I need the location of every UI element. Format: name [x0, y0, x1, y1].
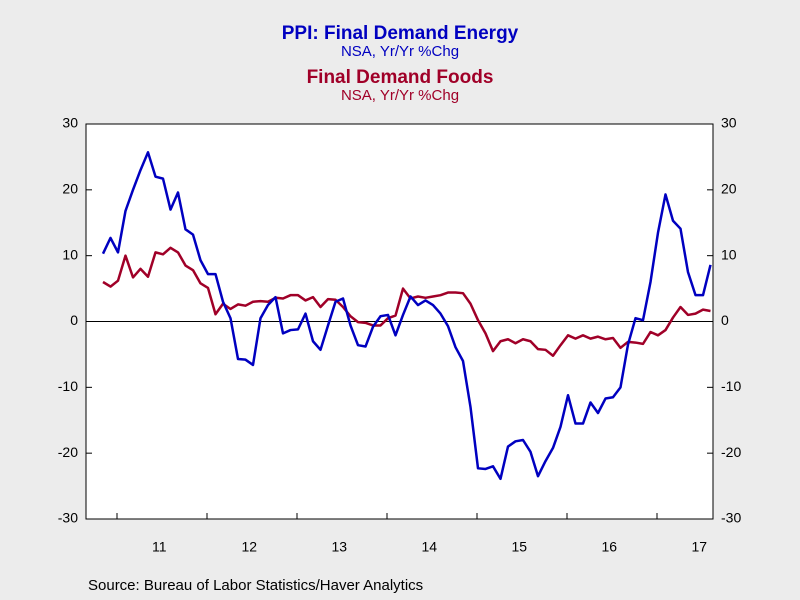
y-tick-label: 20 — [62, 181, 78, 197]
x-tick-label: 11 — [152, 539, 167, 555]
series-title: PPI: Final Demand Energy — [282, 23, 519, 44]
x-tick-label: 12 — [241, 539, 257, 555]
y2-tick-label: -30 — [721, 510, 741, 526]
y2-tick-label: -20 — [721, 444, 741, 460]
y2-tick-label: 20 — [721, 181, 737, 197]
series-title: Final Demand Foods — [307, 67, 494, 88]
y-tick-label: -30 — [58, 510, 78, 526]
x-tick-label: 15 — [511, 539, 527, 555]
y2-tick-label: 30 — [721, 115, 737, 131]
series-line — [101, 151, 712, 481]
x-tick-label: 13 — [331, 539, 347, 555]
y-tick-label: 10 — [62, 246, 78, 262]
y-tick-label: 30 — [62, 115, 78, 131]
series-line — [102, 246, 711, 357]
series-subtitle: NSA, Yr/Yr %Chg — [341, 43, 459, 60]
source: Source: Bureau of Labor Statistics/Haver… — [88, 577, 423, 594]
x-tick-label: 17 — [691, 539, 707, 555]
x-tick-label: 14 — [421, 539, 437, 555]
series-subtitle: NSA, Yr/Yr %Chg — [341, 87, 459, 104]
y2-tick-label: 0 — [721, 312, 729, 328]
y-tick-label: 0 — [70, 312, 78, 328]
y-tick-label: -10 — [58, 378, 78, 394]
y2-tick-label: -10 — [721, 378, 741, 394]
y-tick-label: -20 — [58, 444, 78, 460]
x-tick-label: 16 — [601, 539, 617, 555]
y2-tick-label: 10 — [721, 246, 737, 262]
